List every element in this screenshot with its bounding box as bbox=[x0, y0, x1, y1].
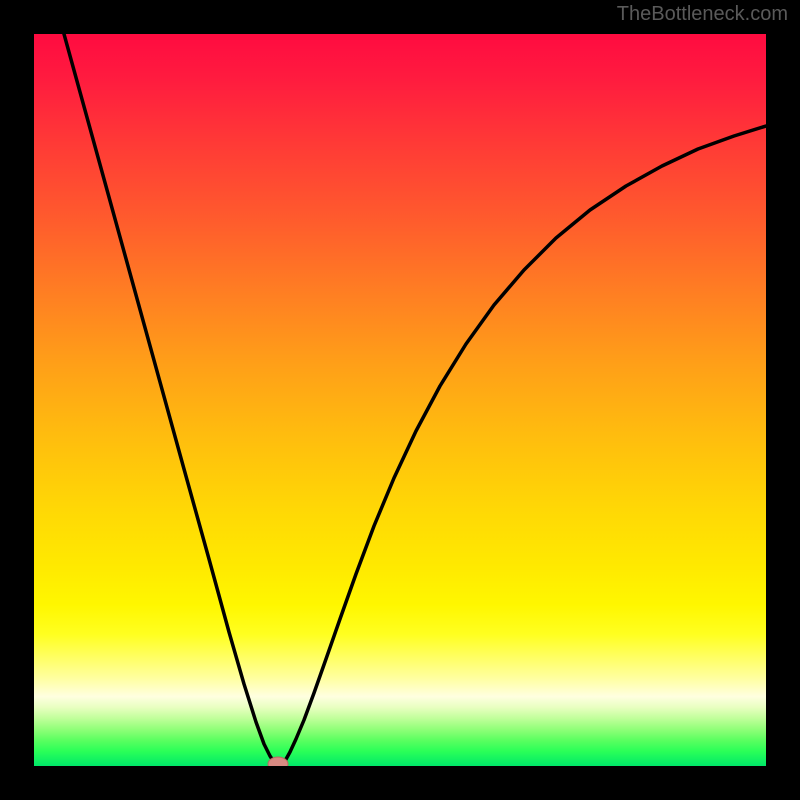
watermark-text: TheBottleneck.com bbox=[617, 3, 788, 26]
bottleneck-curve bbox=[34, 34, 766, 766]
plot-area bbox=[34, 34, 766, 766]
